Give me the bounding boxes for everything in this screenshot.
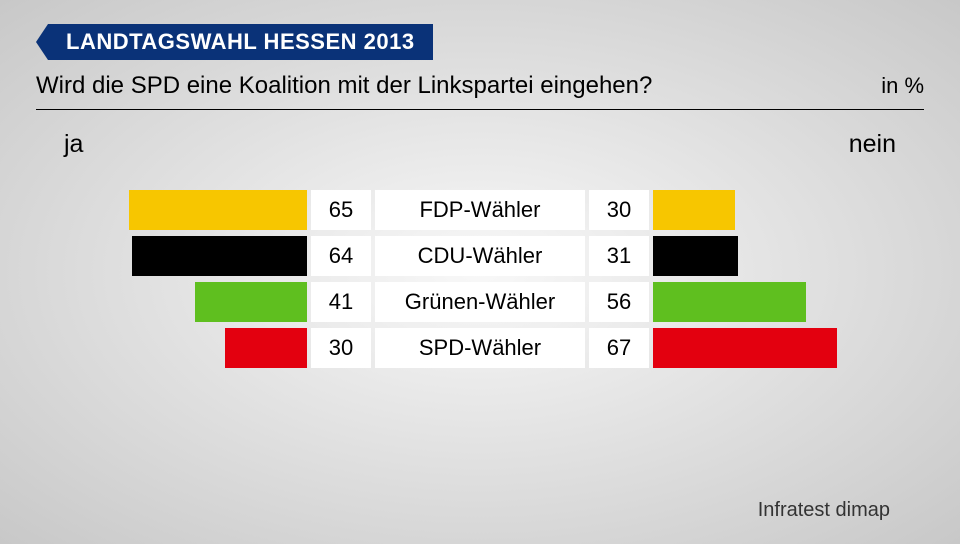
chart-row: 64CDU-Wähler31 [36, 236, 924, 276]
row-label: CDU-Wähler [375, 236, 585, 276]
axis-label-right: nein [849, 130, 896, 159]
axis-label-left: ja [64, 130, 83, 159]
row-left-side: 30 [36, 328, 371, 368]
row-right-side: 31 [589, 236, 924, 276]
chart-row: 41Grünen-Wähler56 [36, 282, 924, 322]
header-band: LANDTAGSWAHL HESSEN 2013 [48, 24, 433, 60]
row-left-side: 64 [36, 236, 371, 276]
value-right: 31 [589, 236, 649, 276]
value-right: 30 [589, 190, 649, 230]
chart-row: 30SPD-Wähler67 [36, 328, 924, 368]
chart-rows: 65FDP-Wähler3064CDU-Wähler3141Grünen-Wäh… [36, 190, 924, 368]
header-band-text: LANDTAGSWAHL HESSEN 2013 [66, 29, 415, 55]
source-text: Infratest dimap [758, 499, 890, 522]
bar-right [653, 328, 837, 368]
row-label: SPD-Wähler [375, 328, 585, 368]
bar-left [225, 328, 307, 368]
unit-text: in % [881, 73, 924, 99]
row-right-side: 56 [589, 282, 924, 322]
row-left-side: 41 [36, 282, 371, 322]
value-left: 64 [311, 236, 371, 276]
row-right-side: 67 [589, 328, 924, 368]
value-left: 30 [311, 328, 371, 368]
bar-left [129, 190, 307, 230]
chart-row: 65FDP-Wähler30 [36, 190, 924, 230]
value-right: 56 [589, 282, 649, 322]
row-label: Grünen-Wähler [375, 282, 585, 322]
chart-area: ja nein 65FDP-Wähler3064CDU-Wähler3141Gr… [36, 130, 924, 484]
bar-right [653, 236, 738, 276]
subtitle-text: Wird die SPD eine Koalition mit der Link… [36, 72, 652, 100]
bar-left [195, 282, 307, 322]
subtitle-row: Wird die SPD eine Koalition mit der Link… [36, 66, 924, 110]
value-left: 65 [311, 190, 371, 230]
bar-right [653, 282, 806, 322]
value-left: 41 [311, 282, 371, 322]
value-right: 67 [589, 328, 649, 368]
axis-labels: ja nein [36, 130, 924, 180]
row-right-side: 30 [589, 190, 924, 230]
row-label: FDP-Wähler [375, 190, 585, 230]
bar-left [132, 236, 307, 276]
bar-right [653, 190, 735, 230]
row-left-side: 65 [36, 190, 371, 230]
